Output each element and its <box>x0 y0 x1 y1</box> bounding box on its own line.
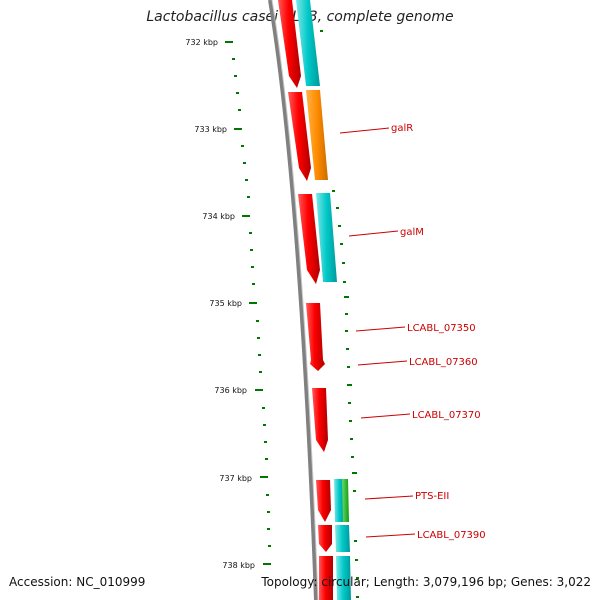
backbone-highlight <box>271 0 319 600</box>
ruler-tick-mark <box>225 41 233 43</box>
ruler-tick-label: 738 kbp <box>222 561 255 570</box>
cds-arrow[interactable] <box>298 194 320 284</box>
ruler-tick-label: 732 kbp <box>185 38 218 47</box>
ruler-tick-mark <box>255 389 263 391</box>
accession-text: Accession: NC_010999 <box>9 575 146 589</box>
cds-arrow[interactable] <box>316 480 331 522</box>
ruler-tick-label: 735 kbp <box>209 299 242 308</box>
ruler-tick-mark <box>263 563 271 565</box>
cds-arrow[interactable] <box>334 479 344 522</box>
cds-arrow[interactable] <box>335 525 350 552</box>
cds-arrow[interactable] <box>319 556 333 600</box>
gene-label[interactable]: galR <box>391 123 413 134</box>
gene-label[interactable]: LCABL_07390 <box>417 530 486 541</box>
ruler-tick-mark <box>249 302 257 304</box>
cds-red-track <box>278 0 333 600</box>
cds-arrow[interactable] <box>288 92 311 181</box>
cds-arrow[interactable] <box>336 556 351 600</box>
ruler-minor-ticks <box>232 30 359 598</box>
gene-label[interactable]: LCABL_07360 <box>409 357 478 368</box>
ruler-tick-mark <box>260 476 268 478</box>
ruler-tick-mark <box>242 215 250 217</box>
cds-arrow[interactable] <box>318 525 332 552</box>
genome-backbone <box>268 0 318 600</box>
gene-label-leaders <box>339 127 416 538</box>
cds-arrow[interactable] <box>306 303 325 371</box>
ruler-major-ticks <box>225 41 271 565</box>
cds-arrow[interactable] <box>306 90 328 180</box>
ruler-tick-label: 737 kbp <box>219 474 252 483</box>
ruler-tick-label: 736 kbp <box>214 386 247 395</box>
gene-label[interactable]: PTS-EII <box>415 491 449 502</box>
gene-label[interactable]: LCABL_07370 <box>412 410 481 421</box>
cds-arrow[interactable] <box>296 0 320 86</box>
cds-strand2-track <box>296 0 351 600</box>
gene-label[interactable]: galM <box>400 227 424 238</box>
cds-arrow[interactable] <box>312 388 328 452</box>
ruler-tick-mark <box>234 128 242 130</box>
ruler-tick-label: 733 kbp <box>194 125 227 134</box>
topology-summary: Topology: circular; Length: 3,079,196 bp… <box>261 575 591 589</box>
cds-arrow[interactable] <box>342 479 349 522</box>
cds-arrow[interactable] <box>316 193 337 282</box>
gene-label[interactable]: LCABL_07350 <box>407 323 476 334</box>
cds-arrow[interactable] <box>278 0 301 88</box>
ruler-tick-label: 734 kbp <box>202 212 235 221</box>
